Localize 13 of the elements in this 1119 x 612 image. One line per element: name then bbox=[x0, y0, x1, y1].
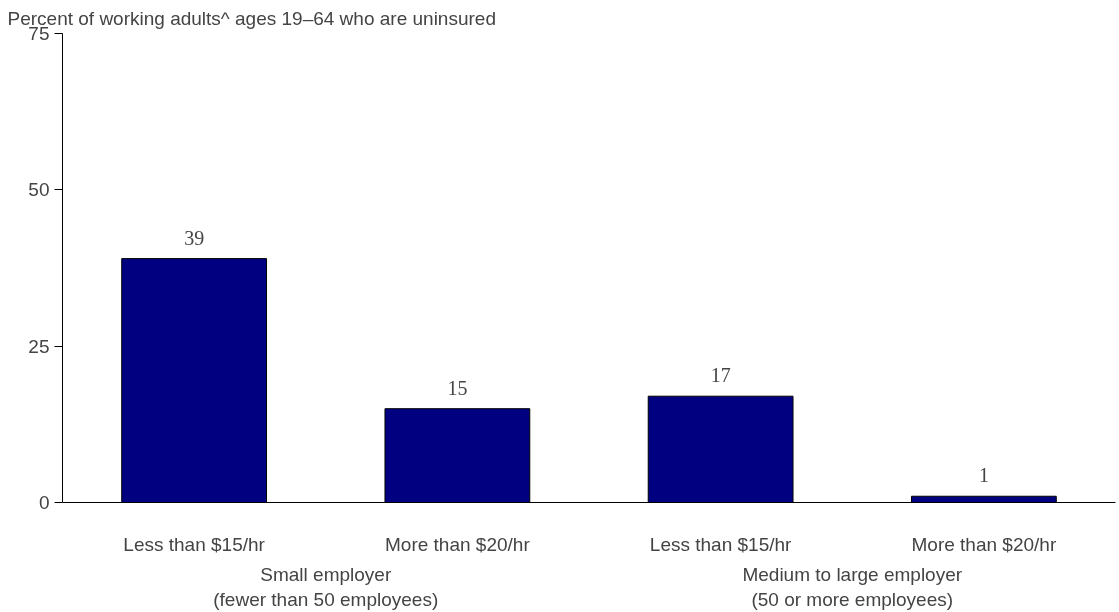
text: Small employer (fewer than 50 employees) bbox=[213, 563, 439, 610]
data-label: 15 bbox=[447, 376, 468, 399]
x-tick-label: Less than $15/hr bbox=[123, 533, 266, 555]
y-tick-label: 0 bbox=[38, 492, 50, 513]
data-label: 17 bbox=[710, 364, 731, 387]
x-tick-label: More than $20/hr bbox=[385, 533, 531, 555]
text: Medium to large employer (50 or more employees) bbox=[742, 563, 963, 610]
y-tick-label: 25 bbox=[28, 335, 50, 357]
data-label: 1 bbox=[978, 464, 989, 487]
x-tick-label: More than $20/hr bbox=[911, 533, 1057, 555]
data-label: 39 bbox=[184, 226, 205, 249]
y-tick-label: 50 bbox=[28, 179, 50, 201]
x-tick-label: Less than $15/hr bbox=[649, 533, 793, 555]
